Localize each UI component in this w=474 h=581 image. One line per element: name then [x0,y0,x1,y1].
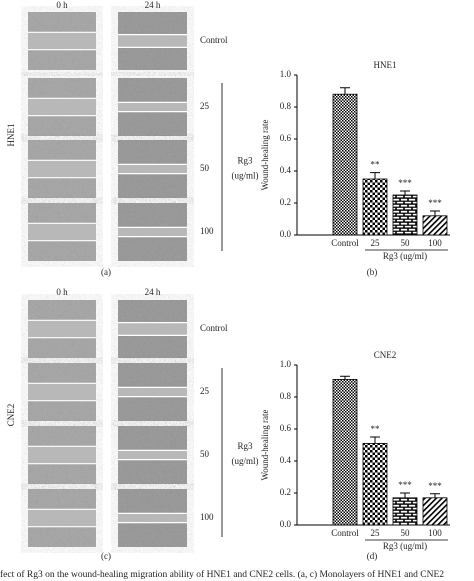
x-tick-label: Control [331,528,359,538]
panel-label: (b) [367,267,378,277]
y-tick-label: 0.2 [280,197,291,207]
y-axis-label: Wound-healing rate [260,409,270,480]
row-label: Control [200,323,228,333]
significance: ** [371,160,381,170]
error-bar [430,493,440,498]
row-label: 100 [200,512,214,522]
side-label: CNE2 [6,404,16,427]
bar [422,215,448,236]
wound-area [28,223,96,241]
x-tick-label: 50 [401,528,411,538]
y-tick-label: 0.0 [280,229,292,239]
error-bar [370,436,380,444]
chart-title: HNE1 [374,60,397,70]
bar [362,178,388,236]
y-tick-label: 1.0 [280,69,292,79]
treatment-label: Rg3 [237,441,253,451]
bar [332,378,358,526]
panel-label: (c) [101,551,111,561]
row-label: 25 [200,101,210,111]
unit-label: (ug/ml) [232,171,259,181]
bar [362,442,388,526]
y-tick-label: 0.4 [280,455,292,465]
chart-title: CNE2 [374,350,397,360]
error-bar [430,210,440,216]
x-tick-label: 50 [401,238,411,248]
error-bar [340,375,350,380]
column-label: 0 h [56,287,68,297]
row-label: 25 [200,386,210,396]
x-axis-label: Rg3 (ug/ml) [383,251,427,261]
bar [392,194,418,236]
error-bar [400,190,410,195]
side-label: HNE1 [6,124,16,147]
x-tick-label: 100 [428,238,442,248]
significance: *** [428,198,442,208]
y-tick-label: 1.0 [280,359,292,369]
wound-area [118,513,187,523]
row-label: 50 [200,163,210,173]
column-label: 24 h [145,287,161,297]
column-label: 0 h [56,0,68,10]
y-tick-label: 0.4 [280,165,292,175]
row-label: Control [200,35,228,45]
wound-area [118,227,187,237]
wound-area [118,322,187,336]
significance: ** [371,424,381,434]
row-label: 100 [200,226,214,236]
wound-area [118,164,187,174]
significance: *** [428,481,442,491]
y-tick-label: 0.6 [280,423,292,433]
panel-label: (d) [367,551,378,561]
wound-area [28,320,96,338]
y-tick-label: 0.8 [280,101,292,111]
wound-area [118,102,187,112]
row-label: 50 [200,449,210,459]
significance: *** [398,178,412,188]
wound-area [28,383,96,401]
error-bar [340,87,350,95]
y-tick-label: 0.2 [280,487,291,497]
caption: fect of Rg3 on the wound-healing migrati… [0,569,444,580]
y-tick-label: 0.6 [280,133,292,143]
x-tick-label: 25 [371,528,381,538]
wound-area [28,509,96,527]
x-tick-label: 25 [371,238,381,248]
x-axis-label: Rg3 (ug/ml) [383,541,427,551]
y-tick-label: 0.8 [280,391,292,401]
y-tick-label: 0.0 [280,519,292,529]
wound-area [118,387,187,397]
bar [332,93,358,236]
column-label: 24 h [145,0,161,10]
bar [422,497,448,526]
wound-area [28,98,96,116]
y-axis-label: Wound-healing rate [260,119,270,190]
unit-label: (ug/ml) [232,456,259,466]
bar [392,497,418,526]
wound-area [28,32,96,50]
wound-area [118,450,187,460]
panel-label: (a) [101,267,111,277]
wound-area [28,446,96,464]
significance: *** [398,480,412,490]
error-bar [400,492,410,498]
treatment-label: Rg3 [237,156,253,166]
wound-area [28,160,96,178]
x-tick-label: 100 [428,528,442,538]
wound-area [118,34,187,48]
x-tick-label: Control [331,238,359,248]
error-bar [370,172,380,179]
